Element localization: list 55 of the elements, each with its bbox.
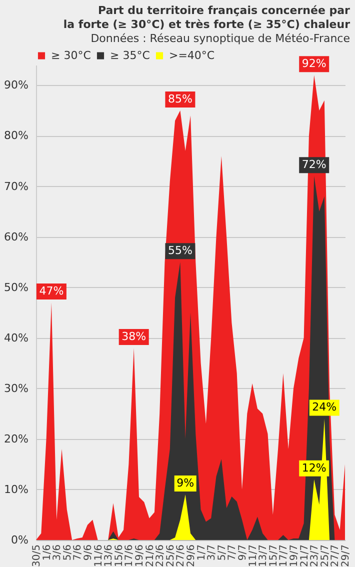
y-tick-label: 10% — [4, 482, 28, 496]
x-tick-label: 30/5 — [32, 544, 42, 567]
x-tick-label: 7/7 — [227, 544, 238, 561]
x-tick-label: 13/6 — [104, 544, 115, 567]
y-tick-label: 80% — [4, 129, 28, 142]
x-tick-label: 9/6 — [83, 544, 94, 561]
x-tick-label: 15/7 — [268, 544, 280, 567]
x-tick-label: 17/6 — [124, 544, 136, 567]
x-tick-label: 11/7 — [248, 544, 259, 567]
x-tick-label: 17/7 — [278, 544, 290, 567]
x-tick-label: 15/6 — [114, 544, 125, 567]
legend-label: >=40°C — [169, 48, 215, 62]
y-tick-label: 60% — [4, 230, 28, 244]
x-tick-label: 7/6 — [72, 544, 84, 561]
y-tick-label: 0% — [11, 534, 28, 546]
y-tick-label: 90% — [4, 78, 28, 92]
chart-subtitle: Données : Réseau synoptique de Météo-France — [90, 32, 350, 45]
x-tick-label: 29/6 — [186, 544, 197, 567]
x-tick-label: 23/7 — [310, 544, 321, 567]
x-tick-label: 3/6 — [52, 544, 64, 561]
x-tick-label: 27/7 — [330, 544, 342, 567]
y-tick-label: 40% — [4, 331, 28, 344]
data-label: 12% — [302, 461, 326, 474]
x-tick-label: 25/7 — [320, 544, 331, 567]
data-label: 24% — [312, 400, 337, 414]
x-tick-label: 23/6 — [155, 544, 166, 567]
data-label: 55% — [168, 244, 192, 258]
data-label: 85% — [168, 92, 192, 106]
x-tick-label: 19/7 — [289, 544, 300, 567]
x-tick-label: 27/6 — [176, 544, 187, 567]
data-label: 47% — [39, 284, 64, 298]
y-tick-label: 50% — [4, 280, 28, 294]
x-tick-label: 25/6 — [165, 544, 176, 567]
data-label: 38% — [122, 330, 146, 343]
x-tick-label: 3/7 — [206, 544, 218, 561]
x-tick-label: 19/6 — [134, 544, 146, 567]
chart-title: Part du territoire français concernée par la forte (≥ 30°C) et très forte (≥ 35°C) chaleur — [63, 4, 351, 31]
y-tick-label: 30% — [4, 382, 28, 395]
data-label: 72% — [302, 158, 326, 172]
x-tick-label: 5/6 — [62, 544, 74, 561]
legend-label: ≥ 35°C — [110, 48, 150, 62]
x-tick-label: 5/7 — [216, 544, 228, 561]
x-tick-label: 1/6 — [42, 544, 53, 561]
x-tick-label: 9/7 — [238, 544, 248, 561]
x-tick-label: 1/7 — [196, 544, 208, 561]
data-label: 9% — [176, 476, 194, 490]
y-tick-label: 70% — [4, 180, 28, 193]
legend-label: ≥ 30°C — [51, 48, 92, 62]
x-tick-label: 21/6 — [144, 544, 156, 567]
y-tick-label: 20% — [4, 432, 28, 446]
x-tick-label: 29/7 — [340, 544, 352, 567]
x-tick-label: 13/7 — [258, 544, 270, 567]
data-label: 92% — [302, 57, 326, 70]
x-tick-label: 11/6 — [93, 544, 104, 567]
x-tick-label: 21/7 — [299, 544, 310, 567]
